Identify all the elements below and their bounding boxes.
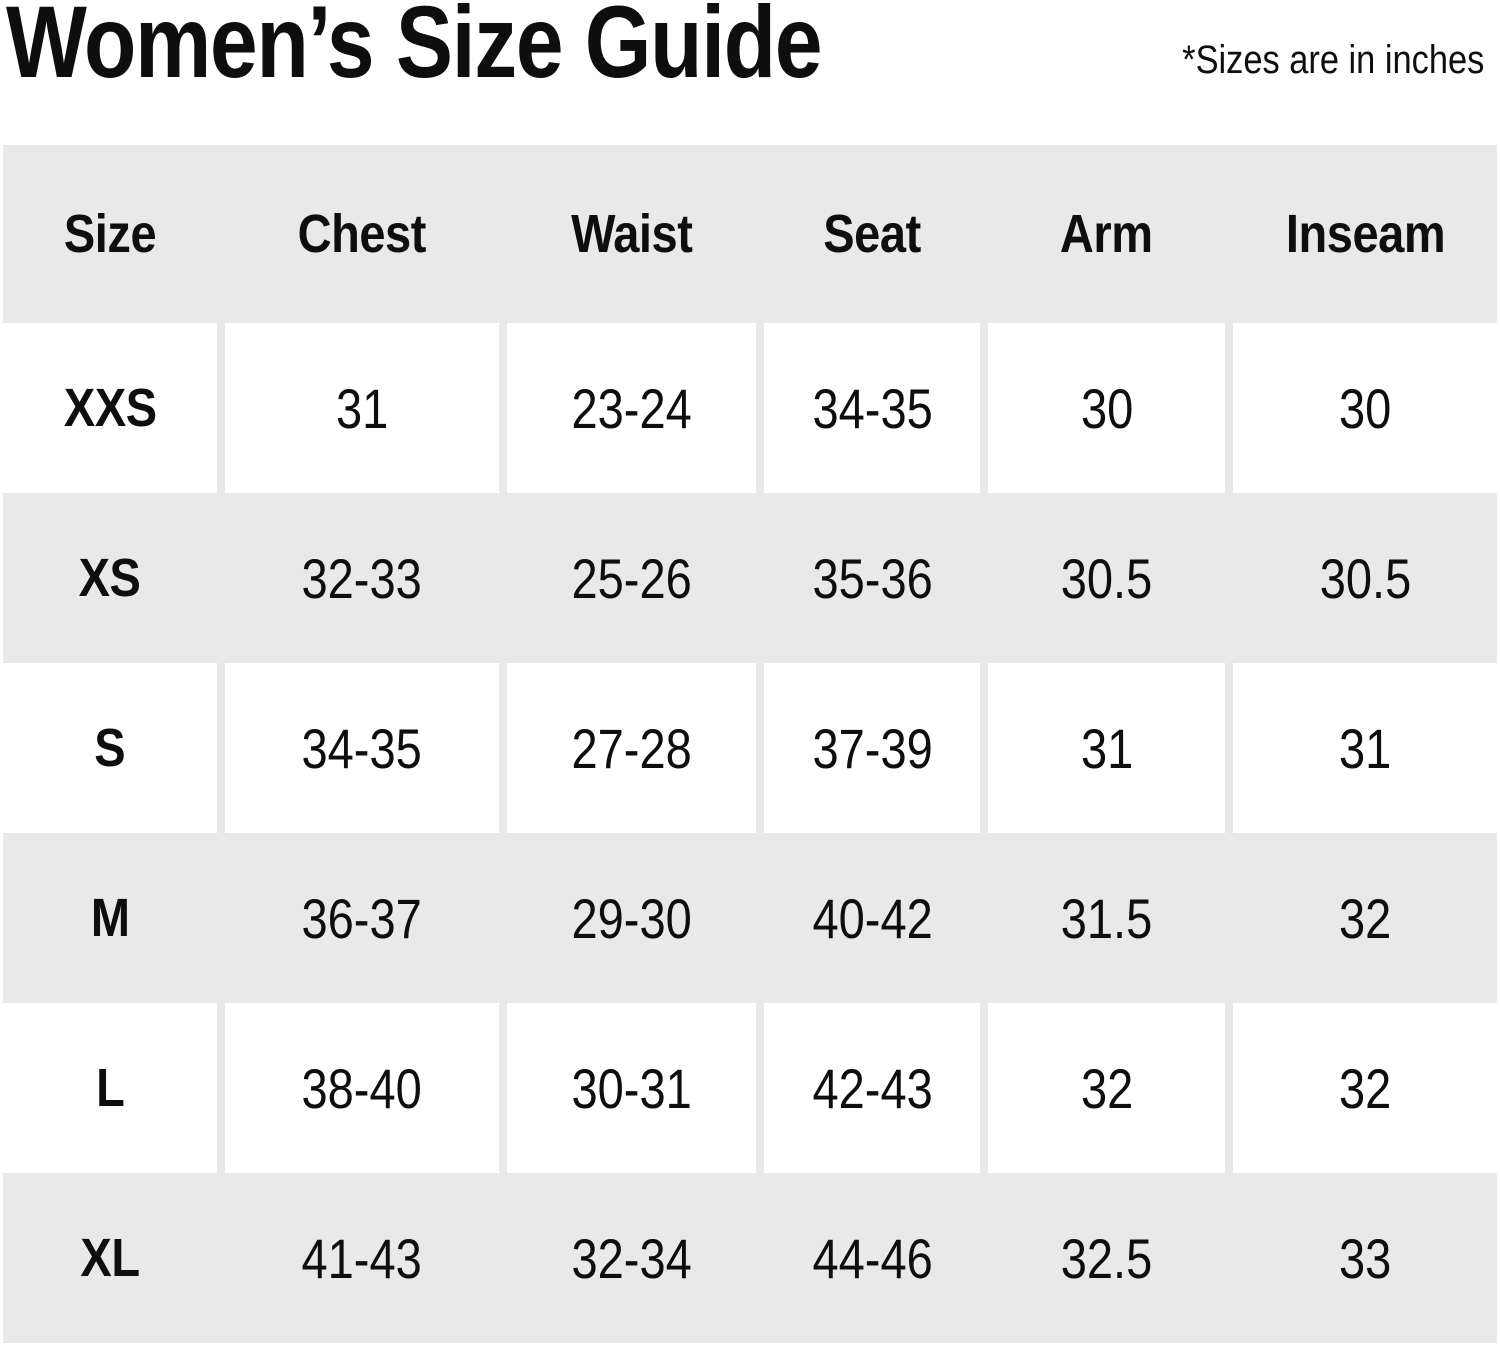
cell-value: 40-42 [812,886,933,950]
table-cell: 30 [1233,323,1497,493]
column-header-waist: Waist [506,145,757,323]
cell-value: 32 [1080,1056,1133,1120]
row-label: L [3,1003,217,1173]
table-cell: 35-36 [764,493,981,663]
cell-value: 44-46 [812,1226,933,1290]
table-row-xxs: XXS 31 23-24 34-35 30 30 [3,323,1497,493]
row-label: S [3,663,217,833]
table-row-m: M 36-37 29-30 40-42 31.5 32 [3,833,1497,1003]
table-header-row: Size Chest Waist Seat Arm Inseam [3,145,1497,323]
cell-value: 36-37 [301,886,422,950]
table-cell: 34-35 [224,663,499,833]
table-cell: 32-33 [224,493,499,663]
cell-value: 30.5 [1060,546,1153,610]
column-header-label: Seat [823,204,922,264]
cell-value: 34-35 [812,376,933,440]
page-title-text: Women’s Size Guide [6,0,823,99]
column-header-arm: Arm [988,145,1226,323]
table-cell: 32-34 [506,1173,757,1343]
cell-value: 29-30 [571,886,692,950]
table-cell: 37-39 [764,663,981,833]
table-cell: 29-30 [506,833,757,1003]
row-label: XS [3,493,217,663]
cell-value: 32.5 [1060,1226,1153,1290]
cell-value: 37-39 [812,716,933,780]
cell-value: 31 [1338,716,1392,780]
cell-value: 41-43 [301,1226,422,1290]
table-row-s: S 34-35 27-28 37-39 31 31 [3,663,1497,833]
table-cell: 30 [988,323,1226,493]
table-row-xs: XS 32-33 25-26 35-36 30.5 30.5 [3,493,1497,663]
row-label: M [3,833,217,1003]
row-label-text: S [94,718,126,778]
cell-value: 32 [1338,1056,1392,1120]
cell-value: 33 [1338,1226,1392,1290]
table-cell: 38-40 [224,1003,499,1173]
table-cell: 27-28 [506,663,757,833]
column-header-inseam: Inseam [1233,145,1497,323]
units-note: *Sizes are in inches [1133,38,1484,83]
column-header-label: Waist [570,204,693,264]
table-cell: 32.5 [988,1173,1226,1343]
table-cell: 31 [1233,663,1497,833]
table-cell: 33 [1233,1173,1497,1343]
cell-value: 27-28 [571,716,692,780]
row-label-text: XXS [63,378,157,438]
row-label-text: XL [80,1228,140,1288]
table-cell: 36-37 [224,833,499,1003]
table-cell: 31 [224,323,499,493]
units-note-text: *Sizes are in inches [1181,38,1484,82]
table-cell: 23-24 [506,323,757,493]
size-guide-table: Size Chest Waist Seat Arm Inseam XXS 31 … [3,145,1497,1343]
cell-value: 32-34 [571,1226,692,1290]
cell-value: 30 [1338,376,1392,440]
table-cell: 30.5 [1233,493,1497,663]
table-cell: 30.5 [988,493,1226,663]
table-cell: 32 [988,1003,1226,1173]
cell-value: 30 [1080,376,1133,440]
cell-value: 31.5 [1060,886,1153,950]
table-cell: 34-35 [764,323,981,493]
column-header-label: Arm [1060,204,1154,264]
cell-value: 42-43 [812,1056,933,1120]
row-label-text: XS [79,548,141,608]
cell-value: 34-35 [301,716,422,780]
cell-value: 38-40 [301,1056,422,1120]
column-header-seat: Seat [764,145,981,323]
table-cell: 30-31 [506,1003,757,1173]
row-label-text: L [95,1058,125,1118]
table-cell: 40-42 [764,833,981,1003]
cell-value: 23-24 [571,376,692,440]
cell-value: 30.5 [1319,546,1411,610]
cell-value: 32-33 [301,546,422,610]
table-cell: 32 [1233,1003,1497,1173]
cell-value: 32 [1338,886,1392,950]
cell-value: 35-36 [812,546,933,610]
table-cell: 32 [1233,833,1497,1003]
column-header-chest: Chest [224,145,499,323]
column-header-label: Size [63,204,157,264]
table-row-l: L 38-40 30-31 42-43 32 32 [3,1003,1497,1173]
table-cell: 31.5 [988,833,1226,1003]
table-cell: 25-26 [506,493,757,663]
table-cell: 41-43 [224,1173,499,1343]
table-cell: 42-43 [764,1003,981,1173]
cell-value: 31 [335,376,388,440]
table-cell: 44-46 [764,1173,981,1343]
cell-value: 30-31 [571,1056,692,1120]
row-label: XXS [3,323,217,493]
row-label-text: M [90,888,130,948]
table-cell: 31 [988,663,1226,833]
page-title: Women’s Size Guide [6,0,977,98]
row-label: XL [3,1173,217,1343]
column-header-size: Size [3,145,217,323]
cell-value: 31 [1080,716,1133,780]
column-header-label: Chest [297,204,427,264]
cell-value: 25-26 [571,546,692,610]
table-row-xl: XL 41-43 32-34 44-46 32.5 33 [3,1173,1497,1343]
column-header-label: Inseam [1285,204,1445,264]
